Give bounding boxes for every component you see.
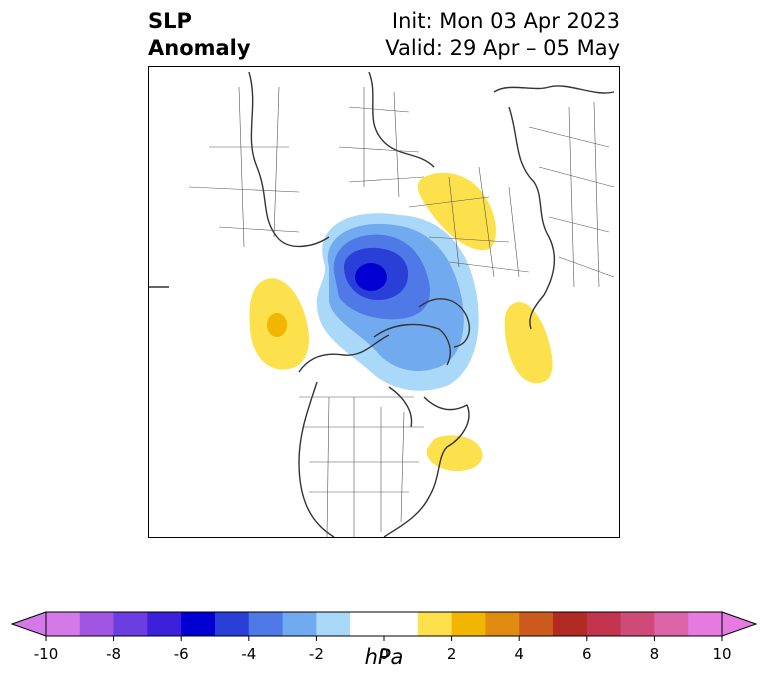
atlantic-anomaly xyxy=(504,302,553,384)
anomaly-fill xyxy=(249,172,553,472)
colorbar-tick-label: -2 xyxy=(309,645,324,663)
colorbar-tick-label: -10 xyxy=(34,645,59,663)
title-line-1: SLP xyxy=(148,9,192,33)
map-title: SLP Anomaly xyxy=(148,8,251,62)
alaska-anomaly-core xyxy=(267,313,287,337)
colorbar-segment xyxy=(620,612,655,636)
date-info: Init: Mon 03 Apr 2023 Valid: 29 Apr – 05… xyxy=(385,8,620,62)
colorbar-segment xyxy=(553,612,588,636)
colorbar-tick-label: 10 xyxy=(712,645,731,663)
colorbar-segment xyxy=(654,612,689,636)
colorbar-tick-label: -6 xyxy=(174,645,189,663)
colorbar-segment xyxy=(586,612,622,636)
colorbar-segment xyxy=(417,612,453,636)
colorbar: -10 -8 -6 -4 -2 0 2 4 6 8 10 xyxy=(10,611,758,663)
colorbar-segment xyxy=(147,612,182,636)
colorbar-segment xyxy=(248,612,284,636)
valid-range: Valid: 29 Apr – 05 May xyxy=(385,36,620,60)
polar-map xyxy=(149,71,615,537)
colorbar-segment xyxy=(688,612,723,636)
colorbar-ticks: -10 -8 -6 -4 -2 0 2 4 6 8 10 xyxy=(34,636,732,663)
colorbar-tick-label: 2 xyxy=(447,645,457,663)
colorbar-segment xyxy=(316,612,351,636)
us-east-anomaly xyxy=(426,435,483,472)
colorbar-segment xyxy=(181,612,216,636)
colorbar-segment xyxy=(215,612,250,636)
colorbar-segment xyxy=(46,612,81,636)
colorbar-segment xyxy=(451,612,486,636)
colorbar-tick-label: 4 xyxy=(514,645,524,663)
colorbar-segment xyxy=(350,612,385,636)
colorbar-segments xyxy=(10,611,758,637)
colorbar-tick-label: -4 xyxy=(241,645,256,663)
init-date: Init: Mon 03 Apr 2023 xyxy=(391,9,620,33)
colorbar-tick-label: 6 xyxy=(582,645,592,663)
title-line-2: Anomaly xyxy=(148,36,251,60)
borders xyxy=(188,86,615,537)
colorbar-segment xyxy=(485,612,520,636)
colorbar-tick-label: 8 xyxy=(650,645,660,663)
colorbar-tick-label: 0 xyxy=(379,645,389,663)
colorbar-segment xyxy=(79,612,115,636)
colorbar-extend-high xyxy=(721,611,758,637)
colorbar-segment xyxy=(282,612,317,636)
colorbar-segment xyxy=(519,612,554,636)
colorbar-segment xyxy=(384,612,419,636)
map-panel xyxy=(148,66,620,538)
colorbar-extend-low xyxy=(10,611,47,637)
colorbar-segment xyxy=(113,612,148,636)
colorbar-tick-label: -8 xyxy=(106,645,121,663)
colorbar-unit: hPa xyxy=(364,645,404,669)
negative-anomaly-core xyxy=(355,263,387,291)
coastlines xyxy=(149,71,615,537)
siberia-anomaly xyxy=(417,172,496,251)
